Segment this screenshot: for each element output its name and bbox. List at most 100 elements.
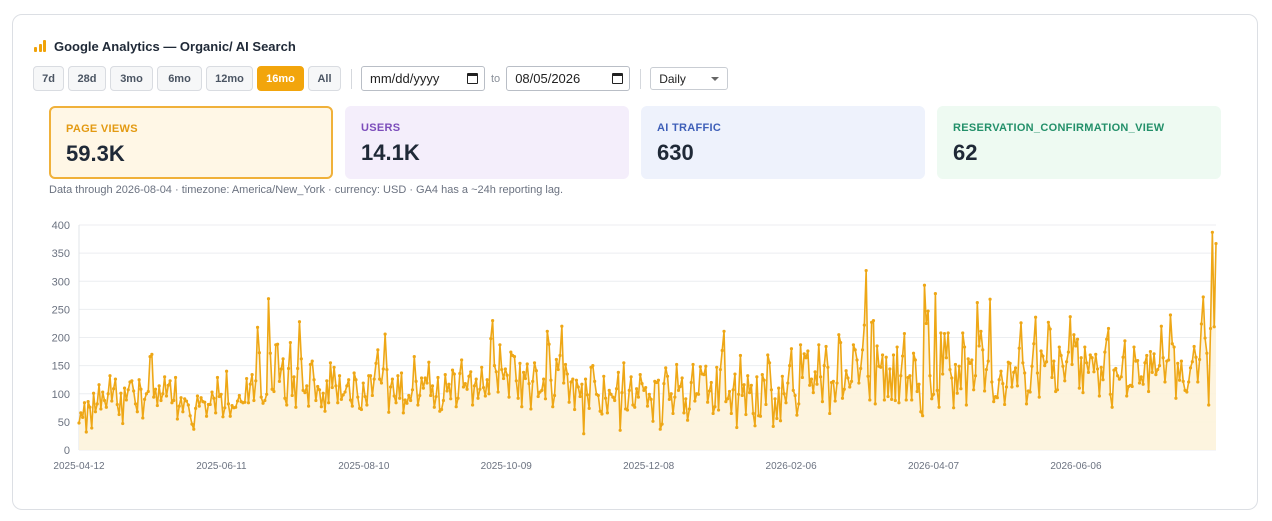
data-point — [266, 297, 271, 301]
range-button-6mo[interactable]: 6mo — [157, 66, 202, 91]
y-tick-label: 100 — [52, 389, 70, 401]
data-point — [97, 383, 101, 387]
data-point — [964, 403, 968, 407]
calendar-icon[interactable] — [612, 73, 624, 84]
data-point — [1205, 351, 1209, 355]
data-point — [600, 412, 604, 416]
kpi-card-page-views[interactable]: PAGE VIEWS 59.3K — [49, 106, 333, 179]
data-point — [1110, 405, 1114, 409]
data-point — [715, 365, 719, 369]
data-point — [613, 398, 617, 403]
range-button-All[interactable]: All — [308, 66, 341, 91]
data-point — [450, 368, 455, 372]
data-point — [86, 400, 90, 404]
data-point — [746, 374, 750, 378]
data-point — [797, 402, 801, 406]
data-point — [323, 409, 327, 413]
data-point — [780, 374, 784, 378]
kpi-card-reservation-confirmation-view[interactable]: RESERVATION_CONFIRMATION_VIEW 62 — [937, 106, 1221, 179]
data-point — [148, 355, 152, 359]
data-point — [713, 405, 717, 409]
data-point — [374, 361, 378, 365]
date-from-input[interactable]: mm/dd/yyyy — [361, 66, 485, 91]
data-point — [436, 375, 440, 380]
data-point — [1137, 381, 1142, 385]
data-point — [831, 379, 835, 383]
range-button-12mo[interactable]: 12mo — [206, 66, 253, 91]
data-point — [403, 398, 407, 402]
data-point — [1167, 358, 1171, 362]
data-point — [614, 387, 619, 391]
data-point — [159, 398, 163, 403]
data-point — [245, 376, 249, 381]
data-point — [811, 391, 815, 395]
calendar-icon[interactable] — [467, 73, 478, 84]
data-point — [359, 407, 364, 412]
data-point — [822, 364, 826, 368]
data-point — [988, 297, 992, 301]
data-point — [235, 399, 240, 403]
data-point — [188, 414, 192, 418]
data-point — [157, 384, 161, 388]
data-point — [130, 379, 134, 383]
data-point — [139, 387, 143, 391]
range-button-7d[interactable]: 7d — [33, 66, 64, 91]
date-to-input[interactable]: 08/05/2026 — [506, 66, 631, 91]
range-button-28d[interactable]: 28d — [68, 66, 106, 91]
range-button-16mo[interactable]: 16mo — [257, 66, 304, 91]
data-point — [334, 384, 338, 388]
data-point — [899, 374, 903, 378]
data-point — [957, 364, 961, 368]
kpi-card-ai-traffic[interactable]: AI TRAFFIC 630 — [641, 106, 925, 179]
data-point — [582, 432, 586, 436]
data-point — [944, 356, 948, 360]
range-button-3mo[interactable]: 3mo — [110, 66, 153, 91]
data-point — [707, 389, 712, 393]
granularity-select[interactable]: Daily — [650, 67, 729, 90]
data-point — [910, 398, 914, 402]
data-point — [456, 396, 460, 400]
data-point — [345, 384, 349, 388]
x-tick-label: 2025-10-09 — [481, 461, 533, 472]
data-point — [891, 353, 896, 357]
data-point — [447, 382, 451, 386]
data-point — [598, 409, 602, 413]
data-point — [279, 367, 283, 371]
data-point — [1121, 355, 1125, 359]
data-point — [798, 343, 803, 347]
data-point — [246, 401, 251, 405]
kpi-card-users[interactable]: USERS 14.1K — [345, 106, 629, 179]
data-point — [194, 406, 198, 410]
data-point — [327, 401, 331, 405]
data-point — [443, 373, 447, 377]
data-point — [911, 351, 916, 355]
data-point — [501, 376, 506, 381]
data-point — [1064, 360, 1069, 364]
data-point — [308, 362, 313, 367]
data-point — [828, 411, 832, 416]
data-point — [1035, 371, 1040, 375]
data-point — [277, 379, 282, 383]
data-point — [777, 386, 781, 390]
y-tick-label: 350 — [52, 248, 70, 260]
data-point — [982, 389, 987, 393]
data-point — [203, 400, 207, 404]
data-point — [286, 366, 291, 371]
data-point — [1003, 402, 1007, 407]
data-point — [523, 376, 528, 381]
data-point — [634, 387, 639, 391]
data-point — [467, 374, 471, 378]
data-point — [915, 389, 919, 394]
data-point — [813, 370, 817, 374]
data-point — [152, 395, 156, 399]
data-point — [846, 376, 850, 380]
data-point — [979, 329, 983, 333]
data-point — [880, 353, 885, 357]
data-point — [525, 362, 529, 366]
data-point — [678, 384, 682, 389]
data-point — [696, 392, 701, 396]
data-point — [1150, 370, 1154, 374]
data-point — [197, 404, 201, 408]
data-point — [973, 374, 978, 378]
data-point — [819, 375, 823, 379]
